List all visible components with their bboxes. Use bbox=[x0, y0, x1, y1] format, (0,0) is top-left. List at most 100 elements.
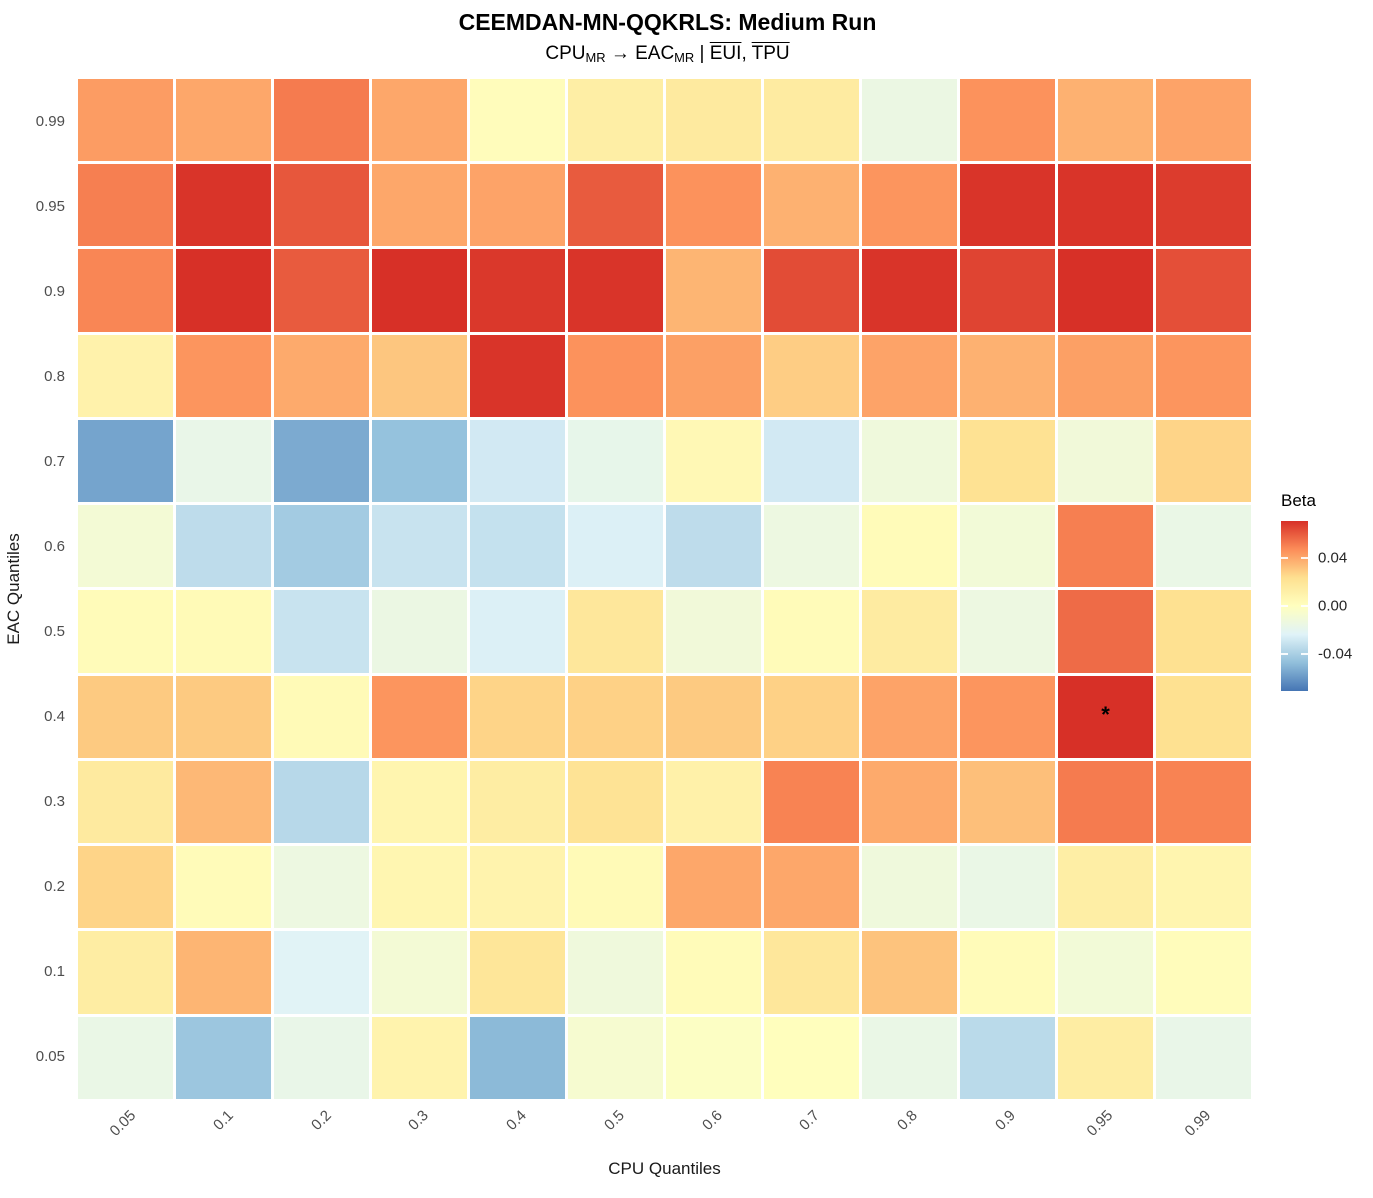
heatmap-cell bbox=[176, 675, 271, 758]
heatmap-cell bbox=[470, 931, 565, 1014]
heatmap-cell bbox=[764, 78, 859, 162]
x-tick-label: 0.05 bbox=[106, 1106, 139, 1140]
legend-title: Beta bbox=[1281, 490, 1316, 510]
heatmap-cell bbox=[78, 846, 173, 929]
heatmap-cell bbox=[666, 846, 761, 929]
heatmap-cell bbox=[666, 760, 761, 844]
x-tick-label: 0.7 bbox=[796, 1106, 824, 1134]
heatmap-cell bbox=[372, 931, 467, 1014]
heatmap-cell bbox=[1156, 846, 1251, 929]
heatmap-cell bbox=[1058, 760, 1153, 844]
x-tick-label: 0.9 bbox=[991, 1106, 1019, 1134]
heatmap-cell bbox=[1156, 675, 1251, 758]
figure-subtitle-part: | bbox=[694, 42, 710, 64]
heatmap-cell bbox=[666, 1016, 761, 1099]
heatmap-cell bbox=[960, 164, 1055, 247]
heatmap-cell bbox=[274, 78, 369, 162]
heatmap-cell bbox=[568, 675, 663, 758]
heatmap-cell bbox=[176, 931, 271, 1014]
heatmap-cell bbox=[568, 1016, 663, 1099]
heatmap-cell bbox=[1156, 334, 1251, 417]
heatmap-cell bbox=[176, 78, 271, 162]
legend: Beta 0.04 0.00 -0.04 bbox=[1281, 491, 1373, 691]
heatmap-cell bbox=[274, 249, 369, 332]
heatmap-cell bbox=[78, 1016, 173, 1099]
heatmap-cell bbox=[470, 590, 565, 673]
heatmap-cell bbox=[1058, 164, 1153, 247]
heatmap-cell bbox=[372, 760, 467, 844]
heatmap-cell bbox=[1156, 419, 1251, 503]
heatmap-cell bbox=[470, 334, 565, 417]
y-tick-label: 0.95 bbox=[35, 197, 65, 215]
heatmap-cell bbox=[568, 505, 663, 588]
heatmap-cell bbox=[666, 164, 761, 247]
heatmap-cell bbox=[176, 505, 271, 588]
heatmap-cell bbox=[470, 846, 565, 929]
heatmap-cell bbox=[568, 846, 663, 929]
heatmap-cell bbox=[1058, 1016, 1153, 1099]
x-tick-label: 0.3 bbox=[405, 1106, 433, 1134]
heatmap-cell bbox=[176, 419, 271, 503]
legend-tickmark bbox=[1281, 557, 1288, 560]
legend-tick-label: -0.04 bbox=[1318, 645, 1353, 663]
heatmap-cell bbox=[568, 760, 663, 844]
heatmap-cell bbox=[764, 419, 859, 503]
heatmap-cell bbox=[1156, 590, 1251, 673]
heatmap-cell bbox=[274, 1016, 369, 1099]
figure-subtitle-part: EUI bbox=[709, 42, 742, 64]
heatmap-cell bbox=[176, 590, 271, 673]
heatmap-cell bbox=[274, 164, 369, 247]
x-tick-label: 0.99 bbox=[1181, 1106, 1215, 1140]
heatmap-cell bbox=[862, 846, 957, 929]
heatmap-cell bbox=[470, 419, 565, 503]
figure-subtitle-part: MR bbox=[585, 49, 606, 65]
heatmap-cell bbox=[274, 931, 369, 1014]
figure-title: CEEMDAN-MN-QQKRLS: Medium Run bbox=[458, 9, 877, 35]
heatmap-cell bbox=[176, 846, 271, 929]
heatmap-cell bbox=[666, 675, 761, 758]
y-tick-label: 0.4 bbox=[44, 707, 65, 725]
heatmap-cell bbox=[176, 164, 271, 247]
heatmap-cell bbox=[960, 675, 1055, 758]
x-axis-tick-labels: 0.05 0.1 0.2 0.3 0.4 0.5 0.6 0.7 0.8 0.9 0.95 0.99 bbox=[78, 1099, 1251, 1157]
heatmap-cell bbox=[372, 590, 467, 673]
heatmap-cell bbox=[274, 419, 369, 503]
x-tick-label: 0.1 bbox=[209, 1106, 237, 1134]
y-tick-label: 0.1 bbox=[44, 962, 65, 980]
heatmap-cell bbox=[764, 590, 859, 673]
heatmap-cell bbox=[666, 505, 761, 588]
heatmap-cell bbox=[862, 249, 957, 332]
heatmap-grid: * bbox=[78, 78, 1251, 1099]
heatmap-cell bbox=[764, 1016, 859, 1099]
heatmap-cell bbox=[470, 1016, 565, 1099]
heatmap-cell bbox=[1058, 846, 1153, 929]
heatmap-cell bbox=[764, 334, 859, 417]
legend-tickmark bbox=[1301, 604, 1308, 607]
heatmap-cell bbox=[960, 249, 1055, 332]
heatmap-cell bbox=[1156, 1016, 1251, 1099]
heatmap-cell bbox=[176, 760, 271, 844]
y-tick-label: 0.8 bbox=[44, 367, 65, 385]
heatmap-cell bbox=[764, 505, 859, 588]
heatmap-cell bbox=[960, 78, 1055, 162]
heatmap-cell bbox=[862, 1016, 957, 1099]
heatmap-cell bbox=[666, 334, 761, 417]
heatmap-cell bbox=[470, 675, 565, 758]
heatmap-cell bbox=[1156, 931, 1251, 1014]
heatmap-cell bbox=[470, 505, 565, 588]
heatmap-cell bbox=[764, 760, 859, 844]
heatmap-cell bbox=[78, 249, 173, 332]
y-tick-label: 0.6 bbox=[44, 537, 65, 555]
figure-subtitle: CPUMR → EACMR | EUI, TPU bbox=[0, 43, 1335, 65]
figure-subtitle-part: TPU bbox=[751, 42, 790, 64]
heatmap-cell bbox=[1156, 164, 1251, 247]
x-tick-label: 0.5 bbox=[600, 1106, 628, 1134]
heatmap-cell bbox=[960, 590, 1055, 673]
heatmap-cell bbox=[960, 846, 1055, 929]
heatmap-cell bbox=[960, 760, 1055, 844]
legend-tickmark bbox=[1281, 604, 1288, 607]
title-block: CEEMDAN-MN-QQKRLS: Medium Run CPUMR → EA… bbox=[0, 0, 1335, 65]
heatmap-cell bbox=[568, 590, 663, 673]
heatmap-cell bbox=[862, 419, 957, 503]
